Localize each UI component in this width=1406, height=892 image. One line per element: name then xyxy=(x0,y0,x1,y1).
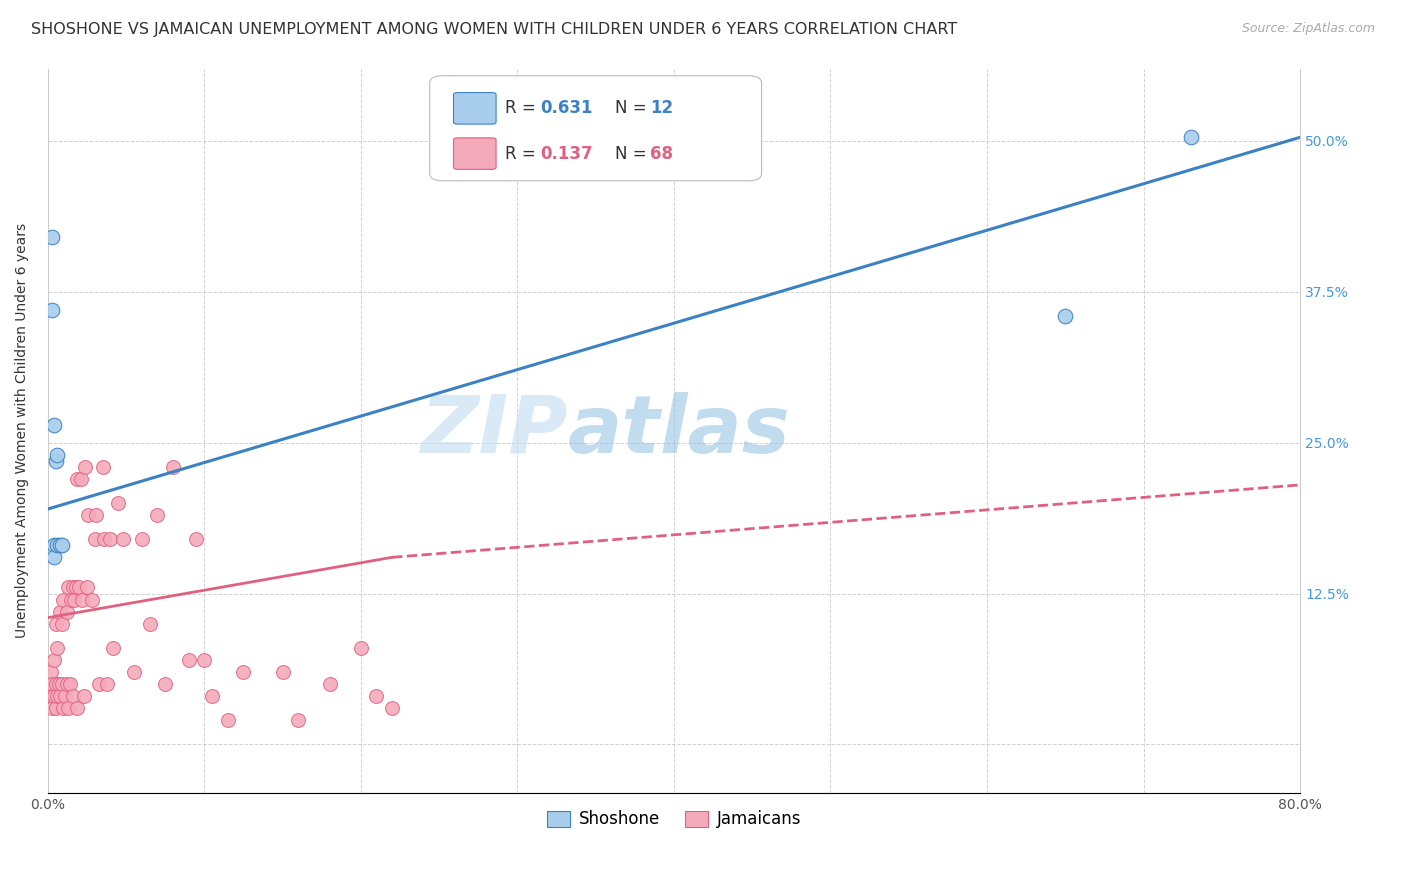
Point xyxy=(83,532,105,546)
Point xyxy=(60,592,83,607)
Text: SHOSHONE VS JAMAICAN UNEMPLOYMENT AMONG WOMEN WITH CHILDREN UNDER 6 YEARS CORREL: SHOSHONE VS JAMAICAN UNEMPLOYMENT AMONG … xyxy=(31,22,957,37)
Point xyxy=(67,581,90,595)
Text: R =: R = xyxy=(505,99,541,118)
Point xyxy=(46,689,69,703)
Point xyxy=(73,689,96,703)
Point xyxy=(80,592,103,607)
Point xyxy=(107,496,129,510)
Point xyxy=(62,581,84,595)
Point xyxy=(93,532,115,546)
Point xyxy=(62,689,84,703)
Point xyxy=(41,701,63,715)
Text: 0.137: 0.137 xyxy=(540,145,592,162)
Point xyxy=(65,581,87,595)
Point xyxy=(51,677,73,691)
Point xyxy=(38,677,60,691)
Point xyxy=(1180,130,1202,145)
Point xyxy=(201,689,224,703)
Point xyxy=(318,677,340,691)
Point xyxy=(271,665,294,679)
Point xyxy=(51,538,73,552)
FancyBboxPatch shape xyxy=(454,93,496,124)
Point xyxy=(217,713,239,727)
Point xyxy=(52,592,75,607)
Text: ZIP: ZIP xyxy=(420,392,568,469)
Point xyxy=(98,532,121,546)
Point xyxy=(366,689,388,703)
Point xyxy=(75,459,97,474)
Point xyxy=(63,592,86,607)
Point xyxy=(46,640,69,655)
Point xyxy=(162,459,184,474)
Point xyxy=(66,472,89,486)
Point xyxy=(76,581,98,595)
Point xyxy=(138,616,160,631)
Point xyxy=(103,640,125,655)
Text: 12: 12 xyxy=(650,99,673,118)
Point xyxy=(45,677,67,691)
Point xyxy=(122,665,145,679)
Point xyxy=(59,677,82,691)
Text: 0.631: 0.631 xyxy=(540,99,592,118)
FancyBboxPatch shape xyxy=(430,76,762,181)
Text: N =: N = xyxy=(614,99,652,118)
Point xyxy=(52,701,75,715)
Point xyxy=(70,592,93,607)
Point xyxy=(42,550,65,565)
Point xyxy=(186,532,208,546)
Point xyxy=(45,454,67,468)
Point xyxy=(42,689,65,703)
Point xyxy=(42,538,65,552)
Point xyxy=(177,653,200,667)
Point xyxy=(56,701,79,715)
Point xyxy=(51,616,73,631)
Point xyxy=(56,581,79,595)
Point xyxy=(41,230,63,244)
Point xyxy=(232,665,254,679)
Text: Source: ZipAtlas.com: Source: ZipAtlas.com xyxy=(1241,22,1375,36)
Point xyxy=(48,677,70,691)
Point xyxy=(1054,309,1077,323)
Point xyxy=(89,677,111,691)
Legend: Shoshone, Jamaicans: Shoshone, Jamaicans xyxy=(540,804,807,835)
Point xyxy=(49,689,72,703)
Point xyxy=(45,616,67,631)
Point xyxy=(39,689,62,703)
Text: R =: R = xyxy=(505,145,541,162)
Point xyxy=(111,532,134,546)
Point xyxy=(49,605,72,619)
Text: N =: N = xyxy=(614,145,652,162)
Point xyxy=(42,417,65,432)
Point xyxy=(41,677,63,691)
Point xyxy=(350,640,373,655)
Point xyxy=(91,459,114,474)
Point xyxy=(84,508,107,522)
Point xyxy=(39,665,62,679)
Text: 68: 68 xyxy=(650,145,673,162)
Point xyxy=(42,653,65,667)
Point xyxy=(77,508,100,522)
Point xyxy=(193,653,215,667)
Point xyxy=(49,538,72,552)
Point xyxy=(153,677,176,691)
Point xyxy=(66,701,89,715)
Point xyxy=(287,713,309,727)
Point xyxy=(46,448,69,462)
Point xyxy=(53,689,76,703)
Point xyxy=(55,605,77,619)
Point xyxy=(45,701,67,715)
Point xyxy=(69,472,91,486)
FancyBboxPatch shape xyxy=(454,138,496,169)
Point xyxy=(146,508,169,522)
Point xyxy=(381,701,404,715)
Point xyxy=(96,677,118,691)
Point xyxy=(131,532,153,546)
Text: atlas: atlas xyxy=(568,392,790,469)
Y-axis label: Unemployment Among Women with Children Under 6 years: Unemployment Among Women with Children U… xyxy=(15,223,30,638)
Point xyxy=(46,538,69,552)
Point xyxy=(41,302,63,317)
Point xyxy=(55,677,77,691)
